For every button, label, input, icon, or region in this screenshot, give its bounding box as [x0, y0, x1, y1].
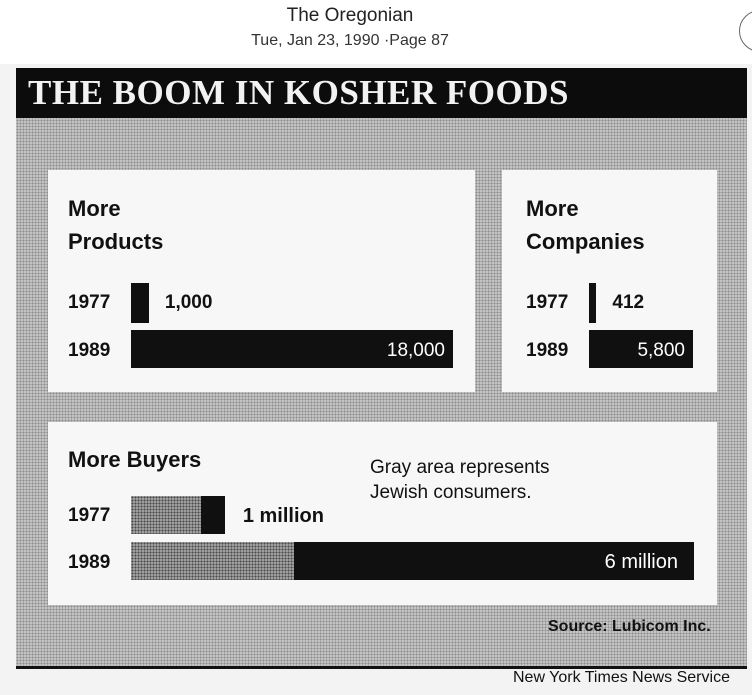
buyers-year-1989: 1989	[68, 552, 111, 573]
buyers-jewish-segment-1977	[131, 496, 202, 534]
products-value-1977: 1,000	[164, 292, 213, 313]
buyers-value-1977: 1 million	[242, 505, 324, 527]
companies-value-1977: 412	[612, 292, 645, 313]
buyers-other-segment-1977	[201, 496, 225, 534]
products-year-1977: 1977	[68, 292, 111, 313]
graphic-headline: THE BOOM IN KOSHER FOODS	[28, 73, 569, 112]
headline-bar	[16, 68, 747, 118]
buyers-jewish-segment-1989	[131, 542, 295, 580]
buyers-value-1989: 6 million	[604, 551, 678, 573]
legend-note-line2: Jewish consumers.	[370, 482, 532, 503]
products-value-1989: 18,000	[386, 340, 445, 361]
companies-title-line2: Companies	[526, 229, 645, 254]
products-title-line2: Products	[68, 229, 164, 254]
publication-title[interactable]: The Oregonian	[286, 5, 414, 26]
buyers-year-1977: 1977	[68, 505, 111, 526]
source-credit: Source: Lubicom Inc.	[548, 618, 711, 635]
companies-year-1977: 1977	[526, 292, 569, 313]
viewer-header: The Oregonian Tue, Jan 23, 1990 ·Page 87	[0, 0, 752, 64]
legend-note-line1: Gray area represents	[370, 457, 550, 478]
products-bar-1989	[131, 330, 453, 368]
products-bar-1977	[131, 283, 149, 323]
companies-value-1989: 5,800	[637, 340, 685, 361]
companies-bar-1989	[589, 330, 693, 368]
buyers-other-segment-1989	[294, 542, 694, 580]
viewer-circle-button[interactable]	[739, 10, 752, 52]
products-year-1989: 1989	[68, 340, 111, 361]
companies-year-1989: 1989	[526, 340, 569, 361]
companies-title-line1: More	[526, 196, 579, 221]
companies-bar-1977	[589, 283, 597, 323]
publication-date-page: Tue, Jan 23, 1990 ·Page 87	[251, 32, 449, 49]
news-service-credit: New York Times News Service	[513, 669, 730, 686]
buyers-title: More Buyers	[68, 447, 202, 472]
products-title-line1: More	[68, 196, 121, 221]
